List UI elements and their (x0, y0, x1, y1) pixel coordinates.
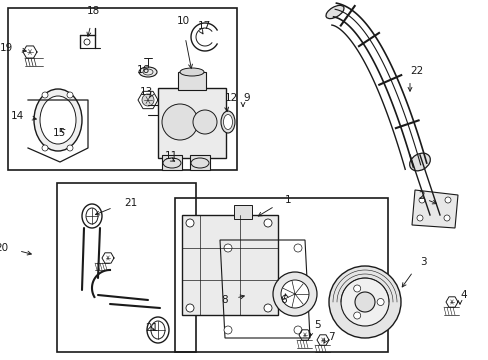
Text: 3: 3 (419, 257, 426, 267)
Text: 18: 18 (86, 6, 100, 16)
Text: 17: 17 (198, 21, 211, 31)
Text: 15: 15 (53, 128, 66, 138)
Circle shape (281, 280, 308, 308)
Ellipse shape (139, 67, 157, 77)
Circle shape (376, 298, 383, 306)
Circle shape (67, 92, 73, 98)
Circle shape (416, 215, 422, 221)
Text: 4: 4 (459, 290, 466, 300)
Circle shape (328, 266, 400, 338)
Ellipse shape (325, 5, 344, 19)
Bar (190, 155, 209, 170)
Text: 16: 16 (137, 65, 150, 75)
Text: 1: 1 (285, 195, 291, 205)
Circle shape (444, 197, 450, 203)
Text: 5: 5 (313, 320, 320, 330)
Ellipse shape (86, 208, 98, 224)
Text: 7: 7 (327, 332, 334, 342)
Circle shape (185, 304, 194, 312)
Circle shape (443, 215, 449, 221)
Text: 11: 11 (164, 151, 178, 161)
Circle shape (264, 219, 271, 227)
Text: 6: 6 (280, 295, 286, 305)
Ellipse shape (151, 321, 164, 339)
Circle shape (293, 326, 302, 334)
Ellipse shape (409, 153, 429, 171)
Bar (158, 88, 225, 158)
Text: 21: 21 (124, 198, 137, 208)
Bar (162, 155, 182, 170)
Circle shape (353, 285, 360, 292)
Text: 12: 12 (224, 93, 238, 103)
Circle shape (340, 278, 388, 326)
Circle shape (162, 104, 198, 140)
Ellipse shape (221, 111, 235, 133)
Circle shape (185, 219, 194, 227)
Text: 19: 19 (0, 43, 13, 53)
Ellipse shape (82, 204, 102, 228)
Circle shape (42, 92, 48, 98)
Text: 22: 22 (409, 66, 423, 76)
Polygon shape (411, 190, 457, 228)
Bar (234, 205, 251, 219)
Bar (57, 183, 196, 352)
Text: 2: 2 (417, 191, 424, 201)
Bar (178, 72, 205, 90)
Ellipse shape (34, 89, 82, 151)
Bar (182, 215, 278, 315)
Circle shape (418, 197, 424, 203)
Ellipse shape (40, 96, 76, 144)
Text: 8: 8 (221, 295, 227, 305)
Text: 14: 14 (11, 111, 24, 121)
Text: 10: 10 (176, 16, 189, 26)
Circle shape (224, 326, 231, 334)
Text: 21: 21 (145, 323, 158, 333)
Circle shape (353, 312, 360, 319)
Circle shape (224, 244, 231, 252)
Circle shape (142, 94, 154, 106)
Circle shape (293, 244, 302, 252)
Circle shape (354, 292, 374, 312)
Ellipse shape (147, 317, 169, 343)
Circle shape (42, 145, 48, 151)
Ellipse shape (422, 210, 436, 220)
Bar (175, 198, 387, 352)
Text: 13: 13 (140, 87, 153, 97)
Circle shape (272, 272, 316, 316)
Circle shape (67, 145, 73, 151)
Text: 9: 9 (243, 93, 249, 103)
Circle shape (193, 110, 217, 134)
Ellipse shape (223, 114, 232, 130)
Ellipse shape (180, 68, 203, 76)
Bar (8, 8, 237, 170)
Text: 20: 20 (0, 243, 8, 253)
Circle shape (264, 304, 271, 312)
